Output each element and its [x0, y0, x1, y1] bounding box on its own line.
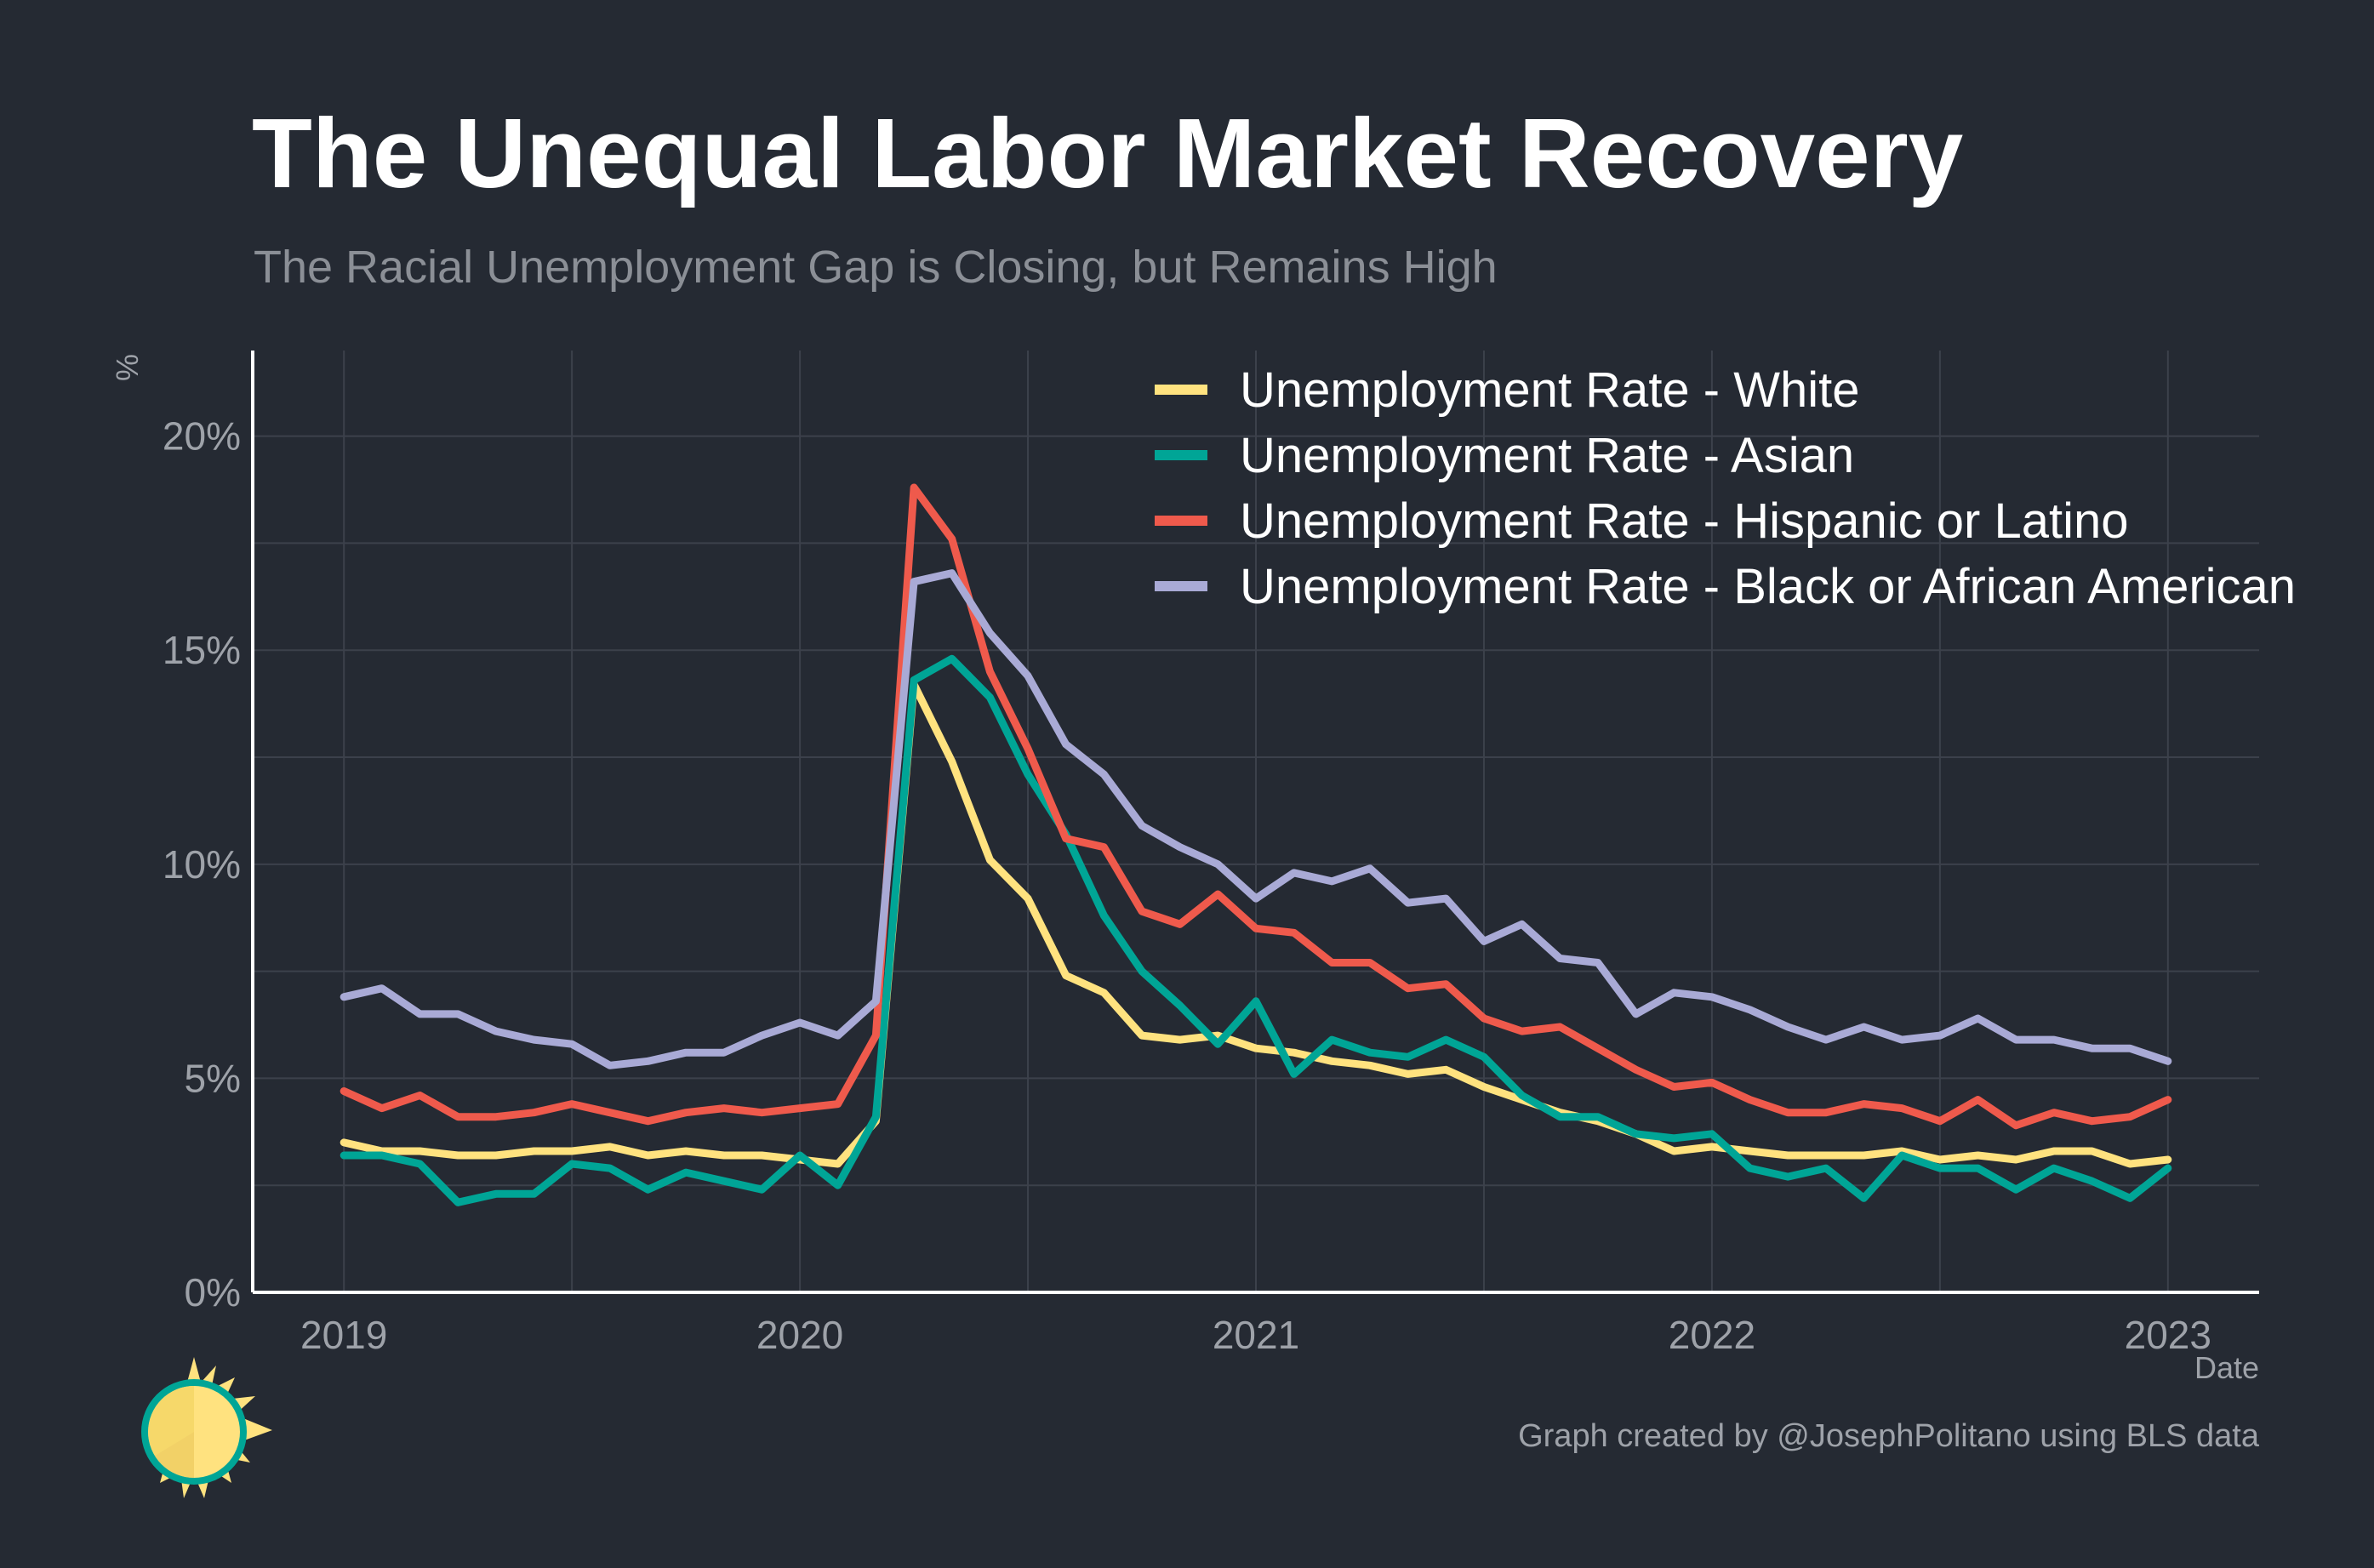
x-tick-label: 2021: [1213, 1313, 1299, 1357]
series-line-1: [340, 681, 2172, 1168]
legend-label-1: Unemployment Rate - White: [1240, 362, 1859, 418]
x-tick-label: 2023: [2125, 1313, 2211, 1357]
y-axis-label: %: [110, 354, 145, 381]
chart-subtitle: The Racial Unemployment Gap is Closing, …: [254, 242, 1498, 293]
x-tick-label: 2019: [300, 1313, 387, 1357]
y-tick-label: 15%: [163, 628, 241, 672]
y-tick-label: 0%: [185, 1270, 241, 1314]
legend-label-4: Unemployment Rate - Black or African Ame…: [1240, 559, 2296, 614]
series-lines: [340, 483, 2172, 1206]
y-tick-label: 20%: [163, 414, 241, 459]
legend-label-3: Unemployment Rate - Hispanic or Latino: [1240, 493, 2128, 549]
tick-labels: 2019 2020 2021 2022 2023 0% 5% 10% 15% 20%: [163, 414, 2211, 1357]
series-line-2: [340, 654, 2172, 1206]
x-axis-label: Date: [2194, 1350, 2259, 1385]
x-tick-label: 2022: [1669, 1313, 1755, 1357]
series-line-3: [340, 483, 2172, 1130]
series-line-4: [340, 569, 2172, 1069]
legend: Unemployment Rate - White Unemployment Ra…: [1155, 362, 2296, 614]
y-tick-label: 5%: [185, 1056, 241, 1100]
legend-label-2: Unemployment Rate - Asian: [1240, 428, 1854, 483]
chart-title: The Unequal Labor Market Recovery: [252, 98, 1963, 208]
axes: [251, 351, 2259, 1294]
grid-lines: [253, 351, 2259, 1292]
y-tick-label: 10%: [163, 842, 241, 887]
chart-caption: Graph created by @JosephPolitano using B…: [1518, 1418, 2260, 1454]
x-tick-label: 2020: [756, 1313, 843, 1357]
sun-logo-icon: [141, 1357, 272, 1498]
